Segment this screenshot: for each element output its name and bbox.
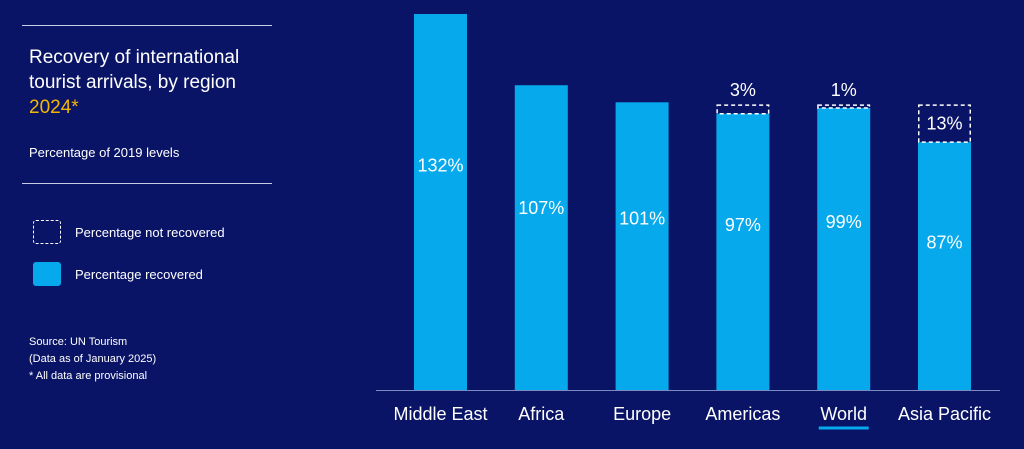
gap-label: 3% — [730, 80, 756, 100]
legend-label-not-recovered: Percentage not recovered — [75, 224, 225, 240]
gap-box — [716, 104, 770, 115]
chart-subtitle: Percentage of 2019 levels — [29, 145, 180, 160]
bar — [918, 142, 971, 390]
title-year: 2024* — [29, 97, 79, 118]
category-label: World — [820, 404, 867, 424]
title-line-1: Recovery of international — [29, 47, 240, 68]
bar — [414, 14, 467, 390]
gap-box — [817, 104, 871, 109]
category-label: Asia Pacific — [898, 404, 991, 424]
data-label: 107% — [518, 198, 564, 218]
bar — [615, 102, 669, 390]
bar — [514, 85, 568, 390]
data-label: 132% — [417, 155, 463, 175]
gap-label: 13% — [926, 114, 962, 134]
data-label: 87% — [926, 232, 962, 252]
legend-label-recovered: Percentage recovered — [75, 266, 203, 282]
source-notes: Source: UN Tourism (Data as of January 2… — [29, 334, 156, 385]
gap-label: 1% — [831, 80, 857, 100]
top-divider — [22, 25, 272, 26]
dashed-swatch-icon — [33, 220, 61, 244]
source-line: Source: UN Tourism — [29, 336, 128, 348]
data-label: 101% — [619, 208, 665, 228]
data-label: 99% — [826, 212, 862, 232]
category-label: Americas — [705, 404, 780, 424]
category-label: Middle East — [393, 404, 487, 424]
data-date-line: (Data as of January 2025) — [29, 353, 157, 365]
category-label: Europe — [613, 404, 671, 424]
bottom-divider — [22, 183, 272, 184]
provisional-note: * All data are provisional — [29, 370, 148, 382]
title-line-2: tourist arrivals, by region — [29, 72, 236, 93]
bar — [716, 113, 770, 391]
bar — [817, 108, 871, 390]
legend-not-recovered: Percentage not recovered — [33, 219, 225, 245]
legend-recovered: Percentage recovered — [33, 261, 203, 287]
chart-title: Recovery of international tourist arriva… — [29, 45, 279, 120]
gap-box — [918, 104, 971, 143]
data-label: 97% — [725, 215, 761, 235]
solid-swatch-icon — [33, 262, 61, 286]
category-label: Africa — [518, 404, 565, 424]
